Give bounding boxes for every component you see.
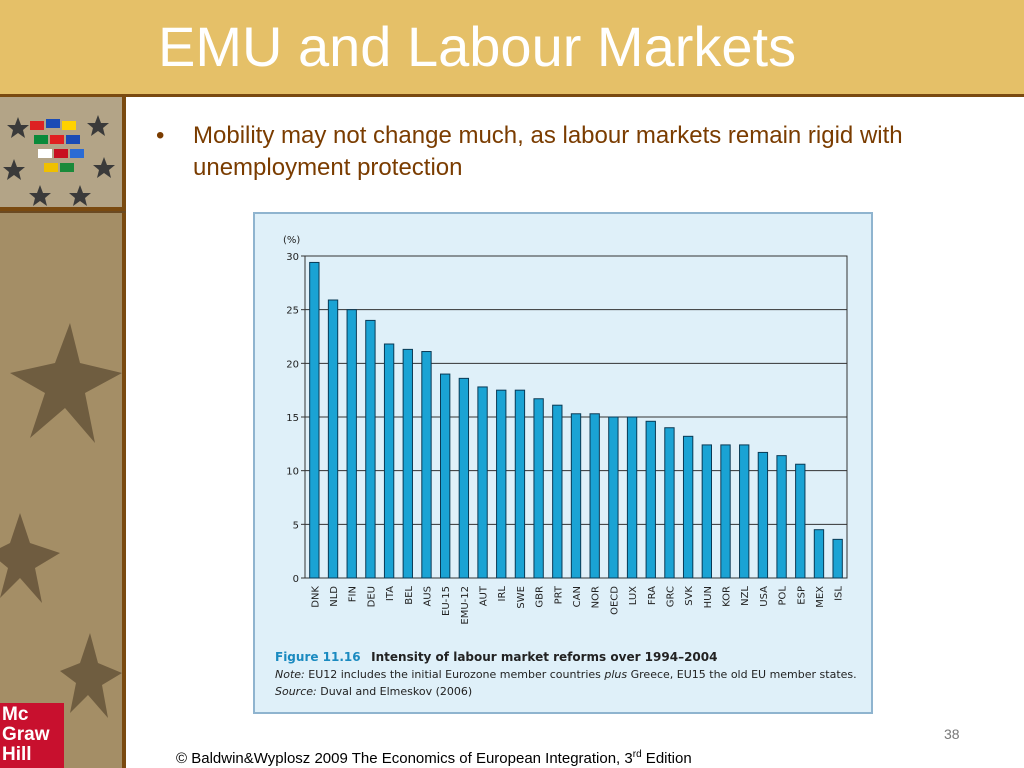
y-tick-label: 15 [286,413,299,424]
figure-heading: Figure 11.16 Intensity of labour market … [275,649,865,666]
x-tick-label: NLD [329,586,340,607]
bar [589,413,600,579]
x-tick-label: ITA [385,586,396,601]
logo-line-1: Mc [2,704,29,725]
x-tick-label: OECD [609,586,620,615]
x-tick-label: USA [759,586,770,607]
x-tick-label: AUT [479,585,490,606]
footer-copyright: © Baldwin&Wyplosz 2009 The Economics of … [176,749,692,767]
title-bar: EMU and Labour Markets [0,0,1024,97]
x-tick-label: SVK [684,586,695,606]
x-tick-label: GRC [665,586,676,607]
x-tick-label: LUX [628,586,639,605]
sand-starfish-image [0,213,126,768]
bar [496,389,507,579]
bar-chart: 0 5 10 15 20 25 30 (%) DNK NLD FIN DEU ITA BEL AUS EU-1… [283,235,848,625]
x-tick-label: PRT [553,585,564,604]
bar [552,404,563,579]
y-tick-label: 5 [293,520,299,531]
note-text: EU12 includes the initial Eurozone membe… [304,668,605,681]
x-tick-label: BEL [404,586,415,605]
bullet-text: Mobility may not change much, as labour … [193,122,903,181]
bullet-marker: • [156,122,165,149]
x-tick-label: POL [778,586,789,606]
footer-prefix: © Baldwin&Wyplosz 2009 The Economics of … [176,750,633,767]
footer-superscript: rd [632,749,642,760]
bar [739,444,750,579]
bar [309,261,320,579]
bar [832,538,843,579]
x-tick-label: ISL [834,586,845,601]
logo-line-2: Graw [2,724,50,745]
bar [514,389,526,579]
x-tick-label: CAN [572,586,583,607]
x-tick-label: SWE [516,586,527,609]
bar [795,463,806,579]
bar [757,451,769,579]
note-label: Note: [275,668,305,681]
x-tick-label: EMU-12 [460,586,471,625]
bar [626,416,638,579]
y-tick-label: 20 [286,359,299,370]
y-tick-label: 30 [286,252,299,263]
bar [813,529,825,579]
bar [477,386,488,579]
x-tick-label: FRA [647,586,658,605]
figure-caption: Figure 11.16 Intensity of labour market … [275,649,865,700]
bar [701,444,713,579]
figure-number: Figure 11.16 [275,650,361,664]
x-tick-label: DNK [310,586,321,608]
figure-note: Note: EU12 includes the initial Eurozone… [275,666,865,683]
figure-source: Source: Duval and Elmeskov (2006) [275,683,865,700]
bar [327,299,339,579]
source-text: Duval and Elmeskov (2006) [316,685,473,698]
mcgraw-hill-logo: Mc Graw Hill [0,703,64,768]
bar [402,348,413,579]
x-tick-label: ESP [796,586,807,605]
x-tick-label: NOR [591,586,602,608]
x-tick-label: GBR [535,586,546,608]
x-tick-label: NZL [740,586,751,606]
bar [533,398,544,579]
x-tick-label: IRL [497,586,508,602]
x-tick-label: DEU [366,586,377,607]
bar [664,427,675,579]
eu-flags-icon [0,97,122,207]
sidebar-decoration [0,97,126,768]
x-tick-label: HUN [703,586,714,608]
x-tick-label: FIN [348,586,359,602]
bar [421,351,432,579]
x-tick-label: AUS [422,586,433,607]
x-tick-label: KOR [722,586,733,607]
bar [776,455,787,579]
bar [682,435,694,579]
note-plus: plus [604,668,628,681]
page-number: 38 [944,726,960,742]
figure-title: Intensity of labour market reforms over … [371,650,718,664]
bar [720,444,731,579]
bar [608,416,619,579]
logo-line-3: Hill [2,744,32,765]
y-tick-label: 25 [286,306,299,317]
footer-suffix: Edition [641,750,692,767]
bar [458,377,470,579]
bar [346,309,357,579]
bar [365,319,376,579]
figure-panel: 0 5 10 15 20 25 30 (%) DNK NLD FIN DEU ITA BEL AUS EU-1… [253,212,873,714]
x-tick-label: MEX [815,586,826,608]
eu-flags-image [0,97,126,211]
y-tick-label: 0 [293,574,299,585]
bar [570,413,582,579]
starfish-icon [0,213,122,768]
y-tick-label: 10 [286,467,299,478]
y-axis-label: (%) [283,235,300,246]
bar [645,420,656,579]
source-label: Source: [275,685,317,698]
slide-title: EMU and Labour Markets [158,15,797,78]
note-text-2: Greece, EU15 the old EU member states. [627,668,857,681]
bar [383,343,395,579]
x-tick-label: EU-15 [441,586,452,616]
bar [440,373,451,579]
